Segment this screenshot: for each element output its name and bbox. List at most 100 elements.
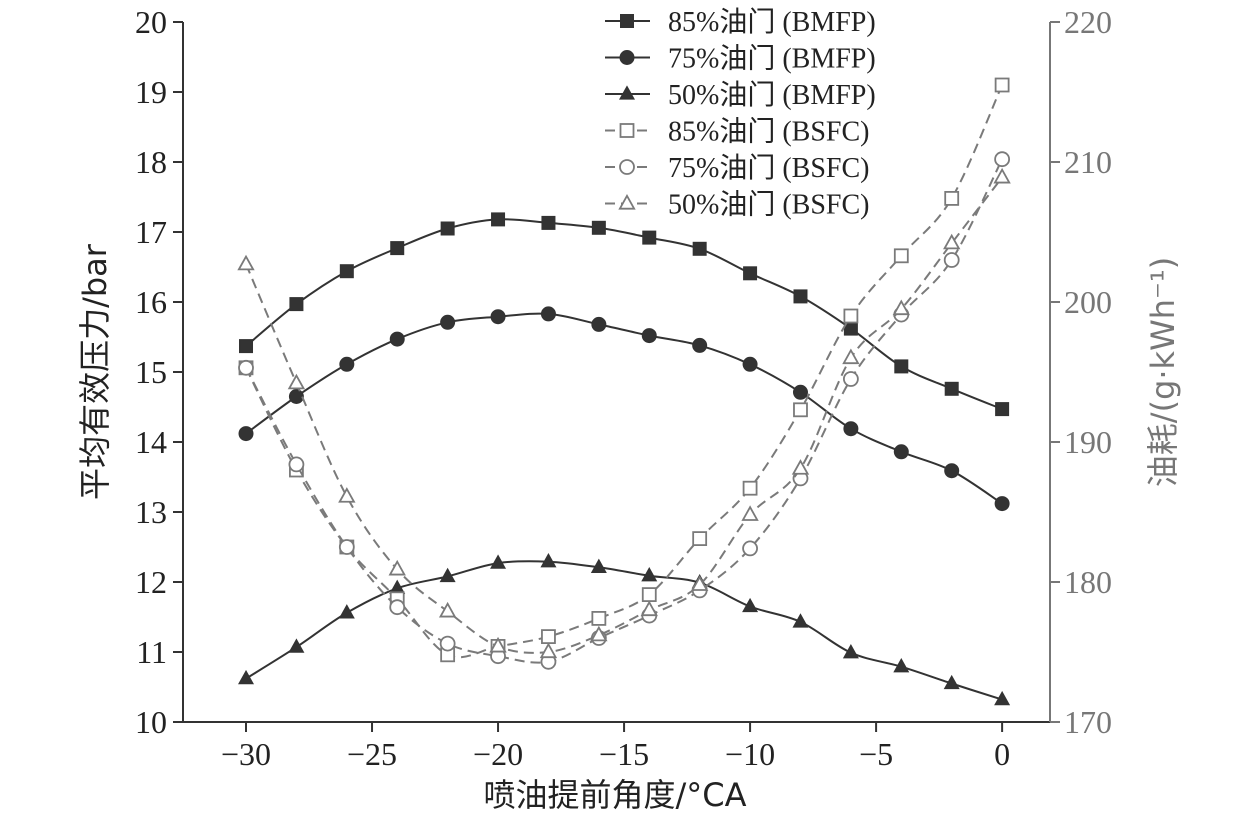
x-tick-label: 0: [994, 736, 1010, 772]
x-tick-label: −25: [347, 736, 397, 772]
data-point: [742, 480, 758, 496]
data-point: [741, 505, 759, 521]
data-point: [843, 421, 859, 437]
data-point: [742, 356, 758, 372]
data-point: [640, 600, 658, 617]
data-point: [793, 289, 808, 304]
series-line: [245, 158, 1004, 664]
data-point: [489, 636, 507, 653]
x-tick-label: −5: [859, 736, 893, 772]
data-point: [692, 337, 708, 353]
plot-frame: [182, 22, 1051, 723]
data-point: [994, 77, 1010, 93]
data-point: [490, 309, 506, 325]
series-line: [245, 560, 1003, 701]
data-point: [641, 328, 657, 344]
y-right-tick-label: 190: [1064, 424, 1112, 460]
data-point: [237, 254, 255, 271]
data-point: [743, 266, 758, 281]
data-point: [288, 638, 305, 653]
data-point: [842, 644, 859, 659]
data-point: [390, 241, 405, 256]
data-point: [993, 167, 1011, 184]
y-axis-right-title: 油耗/(g·kWh⁻¹): [1144, 257, 1182, 487]
data-point: [440, 314, 456, 330]
data-point: [892, 299, 910, 316]
data-point: [541, 215, 556, 230]
series-5: [238, 151, 1011, 670]
y-left-tick-label: 19: [135, 74, 167, 110]
data-point: [239, 339, 254, 354]
data-point: [894, 359, 909, 374]
data-point: [440, 221, 455, 236]
data-point: [238, 359, 254, 376]
data-point: [590, 625, 608, 642]
data-point: [943, 233, 961, 250]
data-point: [943, 252, 960, 268]
data-point: [843, 308, 859, 324]
axis-ticks: −30 −25 −20 −15 −10 −5 0 10 11 12 13 14 15 16 17 18 19 20…: [135, 4, 1112, 772]
legend-item: 50%油门 (BSFC): [605, 189, 869, 221]
y-right-tick-label: 180: [1064, 564, 1112, 600]
legend-label: 75%油门 (BSFC): [668, 152, 869, 184]
legend-label: 50%油门 (BMFP): [668, 79, 876, 111]
x-tick-label: −10: [725, 736, 775, 772]
data-point: [641, 567, 658, 582]
legend-marker: [619, 50, 635, 65]
x-tick-label: −15: [599, 736, 649, 772]
legend-label: 85%油门 (BMFP): [668, 6, 876, 38]
data-point: [994, 690, 1011, 706]
data-point: [893, 248, 909, 264]
series-line: [245, 312, 1003, 505]
data-point: [641, 587, 657, 602]
data-point: [289, 297, 304, 312]
y-right-tick-label: 210: [1064, 144, 1112, 180]
data-point: [539, 642, 558, 659]
data-point: [842, 348, 860, 365]
data-point: [439, 635, 456, 652]
y-right-tick-label: 200: [1064, 284, 1112, 320]
data-point: [388, 559, 406, 576]
y-left-tick-label: 11: [136, 634, 167, 670]
data-point: [944, 381, 959, 396]
data-point: [792, 613, 809, 628]
data-point: [540, 553, 557, 568]
y-left-tick-label: 10: [135, 704, 167, 740]
data-point: [590, 558, 607, 573]
series-4: [238, 77, 1010, 663]
y-left-tick-label: 20: [135, 4, 167, 40]
series-6: [237, 167, 1011, 659]
data-point: [541, 629, 556, 644]
data-point: [842, 371, 859, 387]
data-point: [339, 264, 354, 279]
y-axis-left-title: 平均有效压力/bar: [76, 243, 114, 500]
data-point: [690, 575, 709, 591]
legend: 85%油门 (BMFP) 75%油门 (BMFP) 50%油门 (BMFP) 85%油…: [605, 6, 876, 221]
data-point: [742, 597, 759, 613]
data-point: [944, 190, 960, 206]
data-point: [389, 331, 405, 347]
data-point: [591, 611, 607, 626]
legend-marker: [619, 159, 635, 175]
y-left-tick-label: 16: [135, 284, 167, 320]
data-point: [490, 554, 507, 569]
y-left-tick-label: 14: [135, 424, 167, 460]
legend-item: 75%油门 (BMFP): [605, 43, 876, 75]
data-point: [338, 604, 355, 619]
data-point: [692, 241, 707, 256]
legend-label: 50%油门 (BSFC): [668, 189, 869, 221]
x-tick-label: −20: [473, 736, 523, 772]
y-left-tick-label: 17: [135, 214, 167, 250]
legend-marker: [618, 85, 636, 100]
data-point: [792, 384, 808, 400]
legend-marker: [620, 14, 634, 28]
data-point: [793, 402, 808, 418]
y-left-tick-label: 18: [135, 144, 167, 180]
data-point: [591, 316, 607, 332]
data-point: [591, 220, 606, 235]
legend-marker: [619, 123, 635, 138]
x-axis-title: 喷油提前角度/°CA: [483, 776, 746, 814]
legend-item: 50%油门 (BMFP): [605, 79, 876, 111]
legend-label: 85%油门 (BSFC): [668, 116, 869, 148]
